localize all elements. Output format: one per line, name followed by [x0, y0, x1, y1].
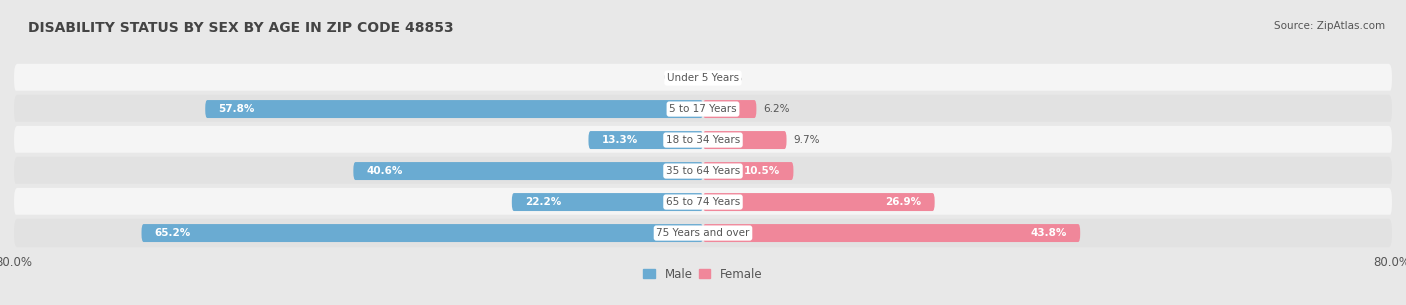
Text: 0.0%: 0.0%	[664, 73, 690, 83]
Text: 65.2%: 65.2%	[155, 228, 191, 238]
FancyBboxPatch shape	[353, 162, 703, 180]
FancyBboxPatch shape	[703, 193, 935, 211]
Text: Under 5 Years: Under 5 Years	[666, 73, 740, 83]
Text: 26.9%: 26.9%	[886, 197, 922, 207]
Text: 43.8%: 43.8%	[1031, 228, 1067, 238]
Text: 0.0%: 0.0%	[716, 73, 742, 83]
Text: 57.8%: 57.8%	[218, 104, 254, 114]
Text: DISABILITY STATUS BY SEX BY AGE IN ZIP CODE 48853: DISABILITY STATUS BY SEX BY AGE IN ZIP C…	[28, 21, 454, 35]
FancyBboxPatch shape	[14, 188, 1392, 216]
FancyBboxPatch shape	[14, 219, 1392, 247]
Legend: Male, Female: Male, Female	[638, 263, 768, 286]
Text: 35 to 64 Years: 35 to 64 Years	[666, 166, 740, 176]
FancyBboxPatch shape	[14, 95, 1392, 123]
Text: 40.6%: 40.6%	[367, 166, 402, 176]
FancyBboxPatch shape	[142, 224, 703, 242]
Text: 9.7%: 9.7%	[793, 135, 820, 145]
FancyBboxPatch shape	[703, 100, 756, 118]
Text: 18 to 34 Years: 18 to 34 Years	[666, 135, 740, 145]
FancyBboxPatch shape	[14, 126, 1392, 154]
Text: 22.2%: 22.2%	[524, 197, 561, 207]
Text: 10.5%: 10.5%	[744, 166, 780, 176]
FancyBboxPatch shape	[703, 131, 786, 149]
FancyBboxPatch shape	[703, 162, 793, 180]
FancyBboxPatch shape	[14, 64, 1392, 92]
Text: 75 Years and over: 75 Years and over	[657, 228, 749, 238]
FancyBboxPatch shape	[703, 224, 1080, 242]
Text: Source: ZipAtlas.com: Source: ZipAtlas.com	[1274, 21, 1385, 31]
Text: 5 to 17 Years: 5 to 17 Years	[669, 104, 737, 114]
FancyBboxPatch shape	[205, 100, 703, 118]
FancyBboxPatch shape	[589, 131, 703, 149]
Text: 13.3%: 13.3%	[602, 135, 638, 145]
Text: 6.2%: 6.2%	[763, 104, 790, 114]
FancyBboxPatch shape	[14, 157, 1392, 185]
FancyBboxPatch shape	[512, 193, 703, 211]
Text: 65 to 74 Years: 65 to 74 Years	[666, 197, 740, 207]
